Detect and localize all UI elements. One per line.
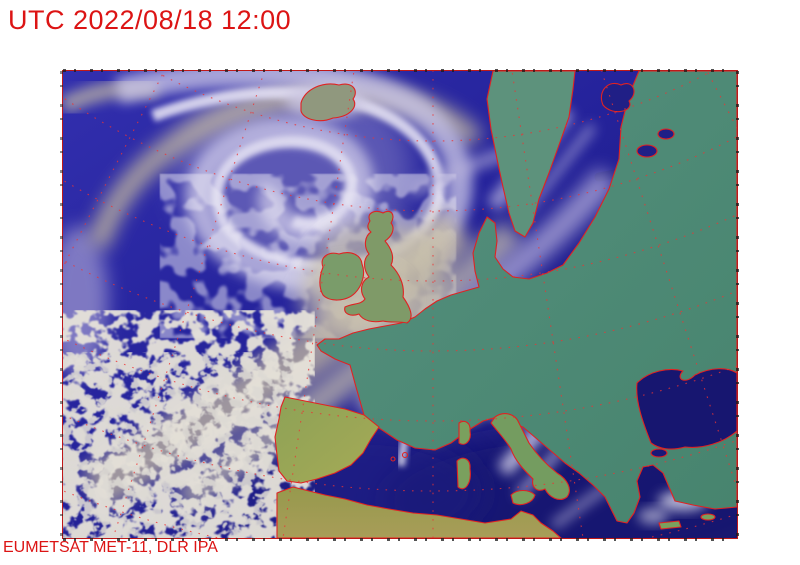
- satellite-image: [60, 69, 739, 541]
- timestamp-label: UTC 2022/08/18 12:00: [8, 5, 292, 35]
- coastline-overlay: [274, 71, 737, 538]
- balearic-islands-outline: [401, 451, 409, 459]
- satellite-scene: [63, 71, 737, 538]
- west-edge-cloud: [63, 226, 108, 376]
- cyclone-spiral-outer: [114, 71, 473, 292]
- credit-label: EUMETSAT MET-11, DLR IPA: [3, 539, 218, 556]
- cyclone-spiral-inner: [150, 86, 446, 272]
